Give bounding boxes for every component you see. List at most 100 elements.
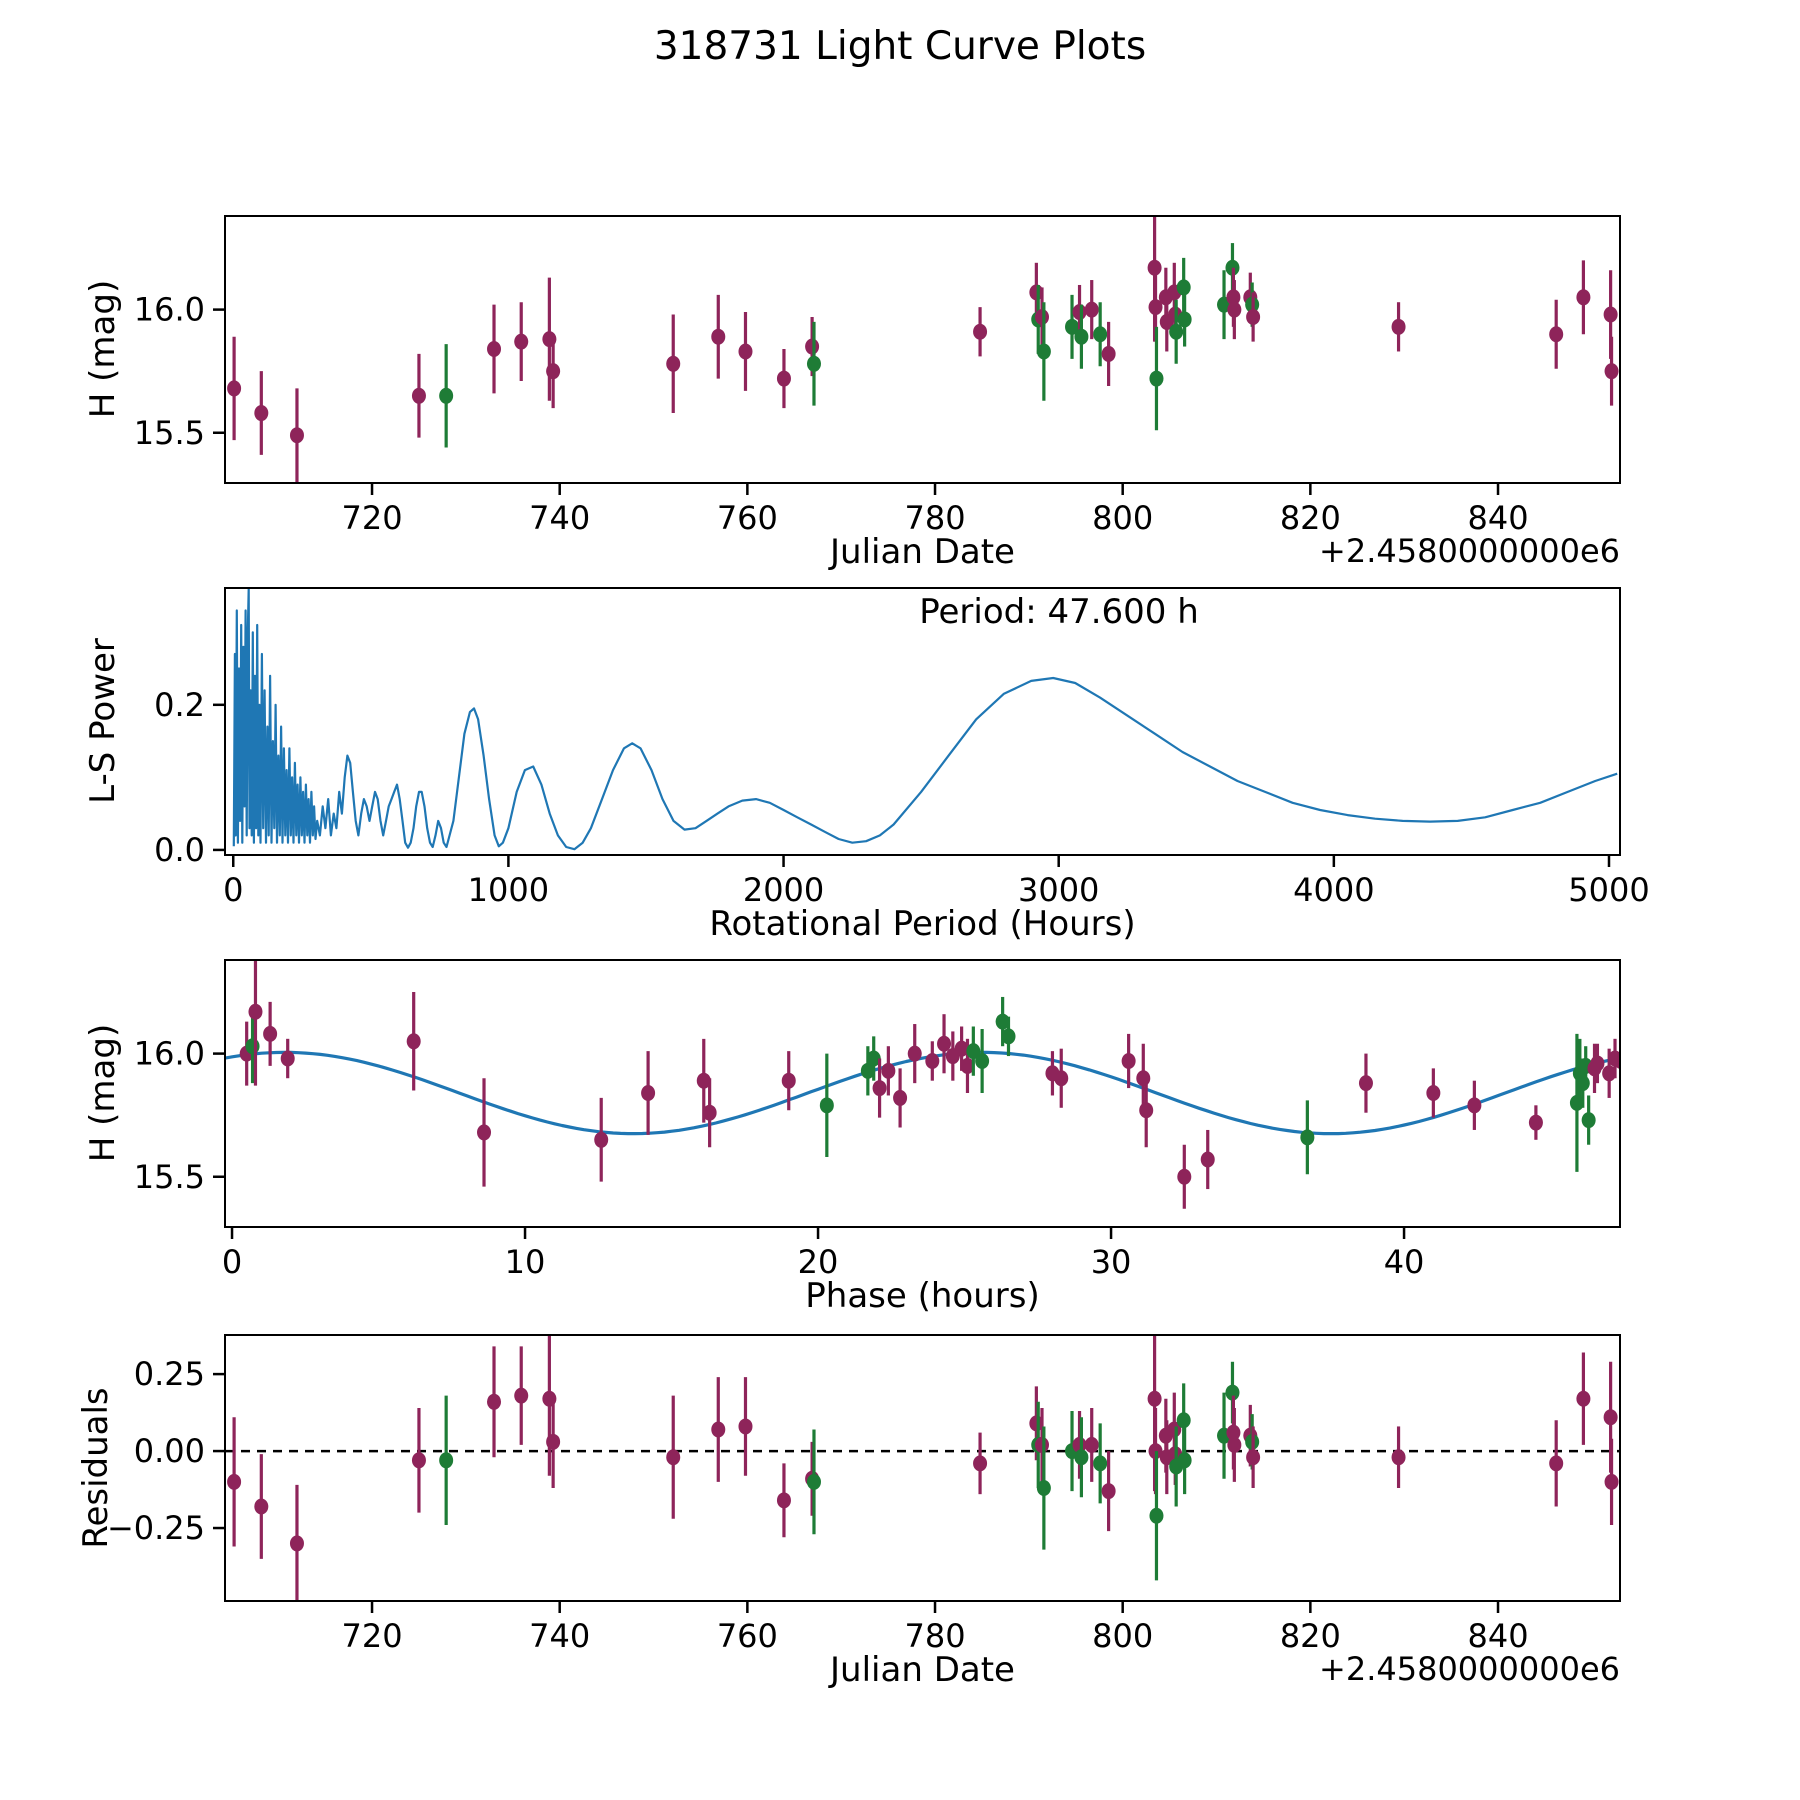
marker (1072, 1436, 1087, 1453)
marker (893, 1089, 908, 1106)
data-point (227, 1417, 242, 1547)
data-point (806, 321, 821, 406)
x-tick-label: 780 (904, 499, 965, 537)
y-tick-label: 15.5 (134, 1158, 205, 1196)
marker (738, 1418, 753, 1435)
data-point (487, 1346, 502, 1458)
marker (439, 387, 454, 404)
marker (1613, 1053, 1620, 1069)
data-point (1054, 1048, 1069, 1108)
x-tick-label: 780 (904, 1617, 965, 1655)
marker (973, 323, 988, 340)
data-point (280, 1038, 295, 1079)
data-point (289, 1484, 304, 1601)
y-tick-label: 0.25 (134, 1355, 205, 1393)
marker (594, 1131, 609, 1148)
data-point (738, 1377, 753, 1476)
panel3-y-axis-label: H (mag) (83, 1023, 123, 1163)
y-tick-label: 0.2 (154, 686, 205, 724)
marker (546, 363, 561, 380)
marker (1246, 1449, 1261, 1466)
data-point (289, 388, 304, 483)
data-point (248, 960, 263, 1086)
marker (1200, 1151, 1215, 1168)
x-tick-label: 1000 (468, 871, 549, 909)
marker (254, 405, 269, 422)
data-point (487, 304, 502, 394)
marker (1358, 1075, 1373, 1092)
marker (1225, 1384, 1240, 1401)
marker (776, 370, 791, 387)
marker (907, 1045, 922, 1062)
marker (1034, 308, 1049, 325)
marker (248, 1003, 263, 1020)
data-point (893, 1068, 908, 1128)
data-point (1101, 321, 1116, 386)
marker (1576, 1390, 1591, 1407)
data-point (1169, 299, 1184, 364)
panel4-x-offset-label: +2.4580000000e6 (1319, 1650, 1620, 1688)
data-point (1528, 1105, 1543, 1140)
marker (1391, 1449, 1406, 1466)
panel4-x-axis-label: Julian Date (830, 1650, 1015, 1690)
marker (1528, 1114, 1543, 1131)
marker (881, 1062, 896, 1079)
marker (860, 1062, 875, 1079)
marker (1467, 1097, 1482, 1114)
marker (1054, 1070, 1069, 1087)
marker (1101, 345, 1116, 362)
periodogram-curve (232, 588, 1618, 851)
marker (514, 1387, 529, 1404)
marker (263, 1025, 278, 1042)
data-point (973, 307, 988, 357)
data-point (1590, 1043, 1605, 1084)
data-point (738, 312, 753, 391)
data-point (776, 349, 791, 409)
marker (954, 1040, 969, 1057)
data-point (1177, 292, 1192, 347)
marker (1549, 1455, 1564, 1472)
data-point (546, 334, 561, 409)
jd-magnitude-axes-frame (224, 215, 1621, 484)
data-point (1604, 1438, 1619, 1525)
marker (1074, 1449, 1089, 1466)
data-point (514, 302, 529, 382)
marker (1121, 1052, 1136, 1069)
marker (1426, 1085, 1441, 1102)
data-point (966, 1026, 981, 1076)
data-point (1549, 1420, 1564, 1507)
data-point (1246, 292, 1261, 342)
marker (1136, 1070, 1151, 1087)
residuals-plot-area (225, 1335, 1620, 1601)
data-point (477, 1078, 492, 1187)
data-point (702, 1078, 717, 1148)
marker (973, 1455, 988, 1472)
data-point (711, 1377, 726, 1482)
marker (1001, 1028, 1016, 1045)
x-tick-label: 3000 (1018, 871, 1099, 909)
x-tick-label: 820 (1280, 499, 1341, 537)
panel1-x-offset-label: +2.4580000000e6 (1319, 532, 1620, 570)
data-point (411, 1407, 426, 1513)
marker (280, 1050, 295, 1067)
data-point (1300, 1100, 1315, 1175)
panel3-x-axis-label: Phase (hours) (805, 1276, 1040, 1316)
data-point (1074, 1417, 1089, 1498)
x-tick-label: 40 (1384, 1243, 1425, 1281)
marker (666, 1449, 681, 1466)
marker (1227, 1436, 1242, 1453)
marker (711, 1421, 726, 1438)
data-point (872, 1058, 887, 1118)
marker (1169, 323, 1184, 340)
data-point (925, 1041, 940, 1081)
data-point (1084, 1407, 1099, 1482)
x-tick-label: 0 (223, 871, 243, 909)
data-point (1467, 1080, 1482, 1130)
data-point (866, 1036, 881, 1081)
panel2-x-axis-label: Rotational Period (Hours) (709, 904, 1136, 944)
data-point (1121, 1033, 1136, 1089)
data-point (1136, 1043, 1151, 1113)
marker (1074, 328, 1089, 345)
data-point (514, 1346, 529, 1445)
marker (1177, 1452, 1192, 1469)
